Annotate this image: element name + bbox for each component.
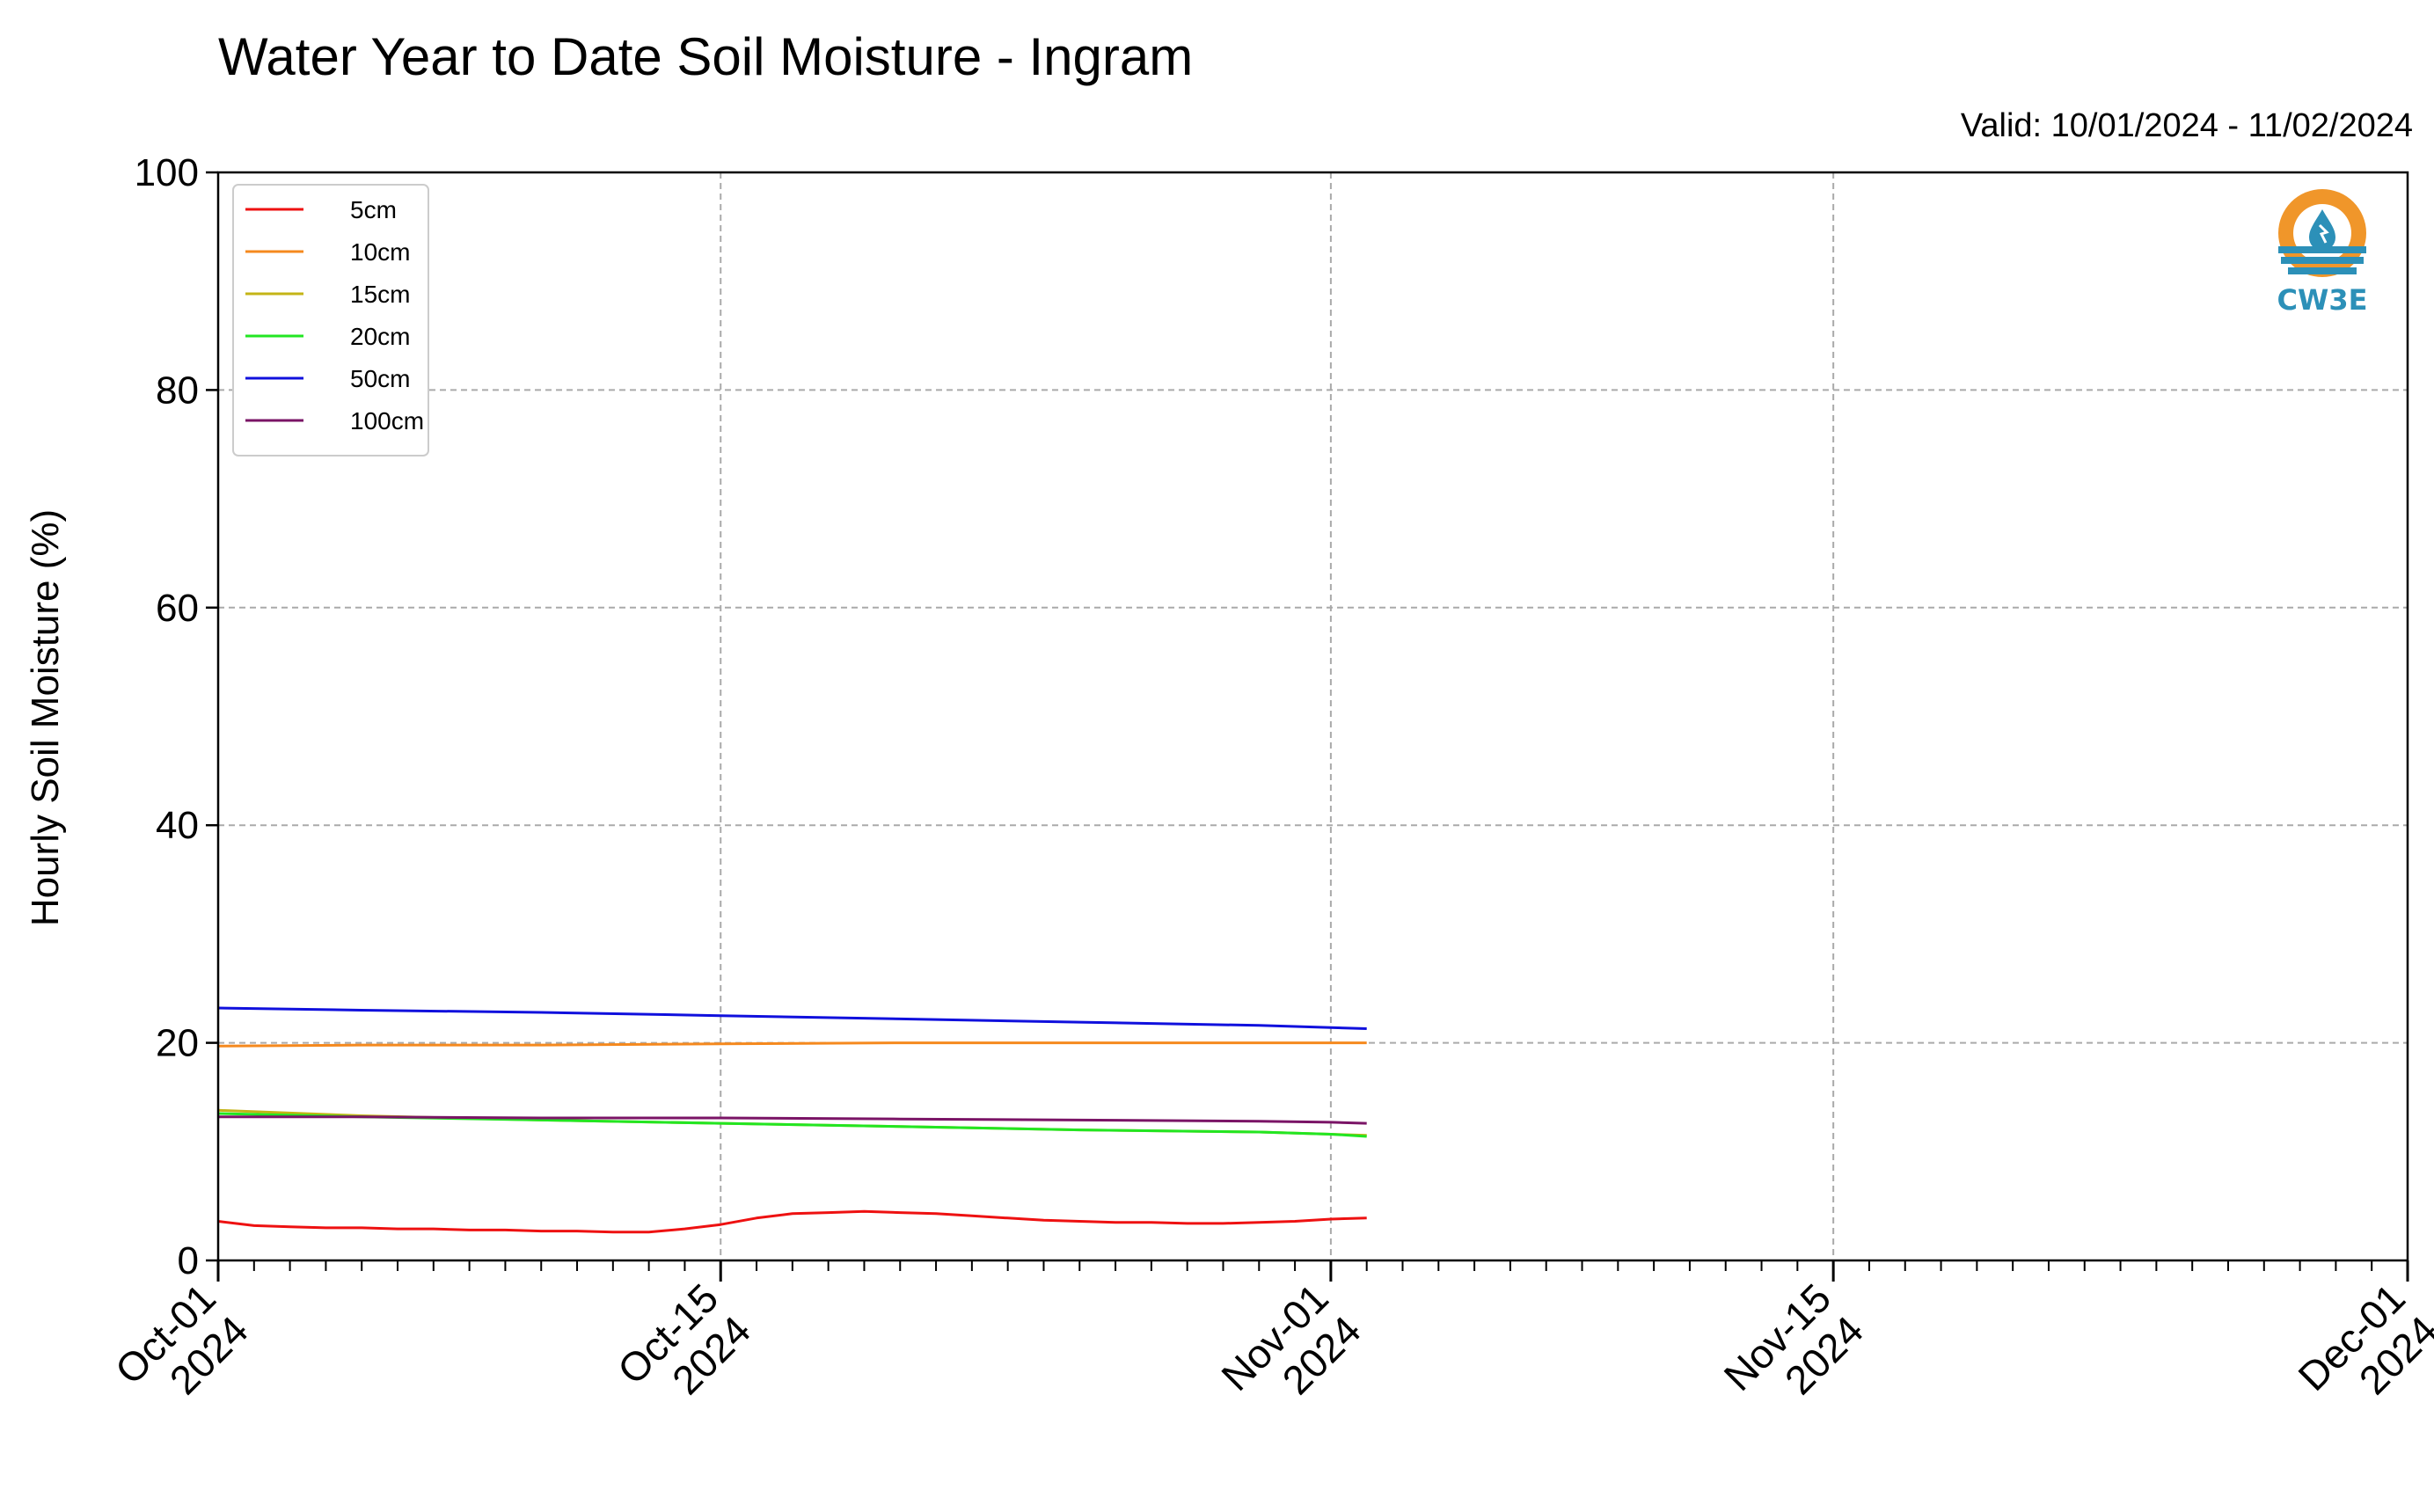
series-line-10cm	[217, 1041, 1367, 1048]
series-line-50cm	[217, 1006, 1367, 1030]
y-tick-label: 20	[156, 1022, 199, 1065]
series-lines	[217, 1006, 1367, 1234]
legend-label-50cm: 50cm	[350, 365, 410, 392]
y-tick-label: 100	[135, 151, 199, 194]
cw3e-logo: CW3E	[2265, 185, 2379, 325]
legend-label-20cm: 20cm	[350, 323, 410, 350]
water-drop-logo-icon	[2278, 189, 2366, 277]
y-axis-label: Hourly Soil Moisture (%)	[24, 509, 67, 926]
y-tick-label: 80	[156, 369, 199, 412]
series-line-100cm	[218, 1115, 1367, 1125]
series-line-5cm	[217, 1209, 1367, 1234]
y-tick-label: 40	[156, 804, 199, 847]
logo-text: CW3E	[2277, 283, 2368, 317]
legend: 5cm 10cm 15cm 20cm 50cm 100cm	[232, 184, 429, 457]
valid-date-range: Valid: 10/01/2024 - 11/02/2024	[1960, 107, 2413, 144]
plot-frame	[216, 171, 2409, 1262]
chart-title: Water Year to Date Soil Moisture - Ingra…	[218, 27, 1194, 86]
legend-label-10cm: 10cm	[350, 238, 410, 266]
legend-label-5cm: 5cm	[350, 196, 397, 223]
y-tick-label: 0	[178, 1239, 199, 1282]
legend-label-15cm: 15cm	[350, 281, 410, 308]
legend-label-100cm: 100cm	[350, 407, 424, 435]
grid-lines	[218, 172, 2408, 1260]
y-tick-label: 60	[156, 587, 199, 630]
